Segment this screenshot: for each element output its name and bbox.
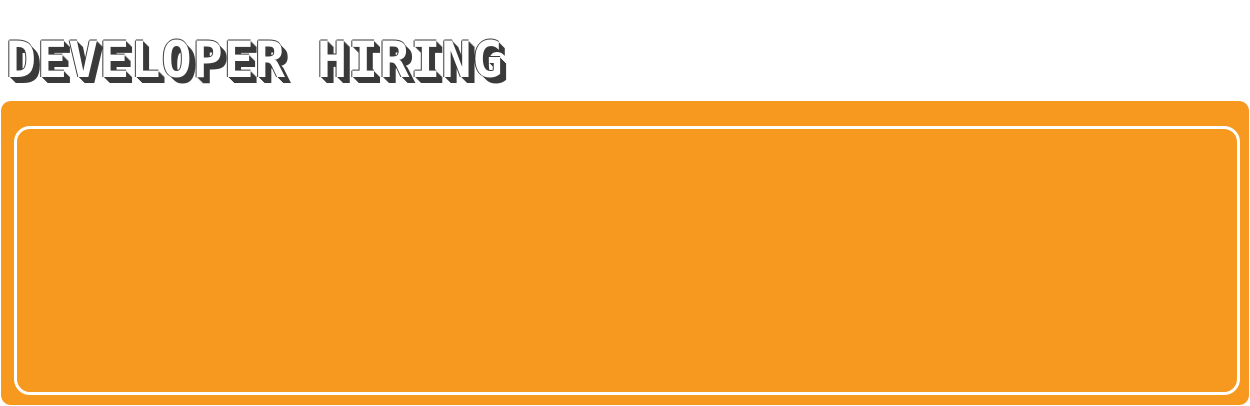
page-title: DEVELOPER HIRING xyxy=(6,31,504,89)
content-panel-frame xyxy=(14,126,1240,395)
content-panel xyxy=(1,101,1249,405)
